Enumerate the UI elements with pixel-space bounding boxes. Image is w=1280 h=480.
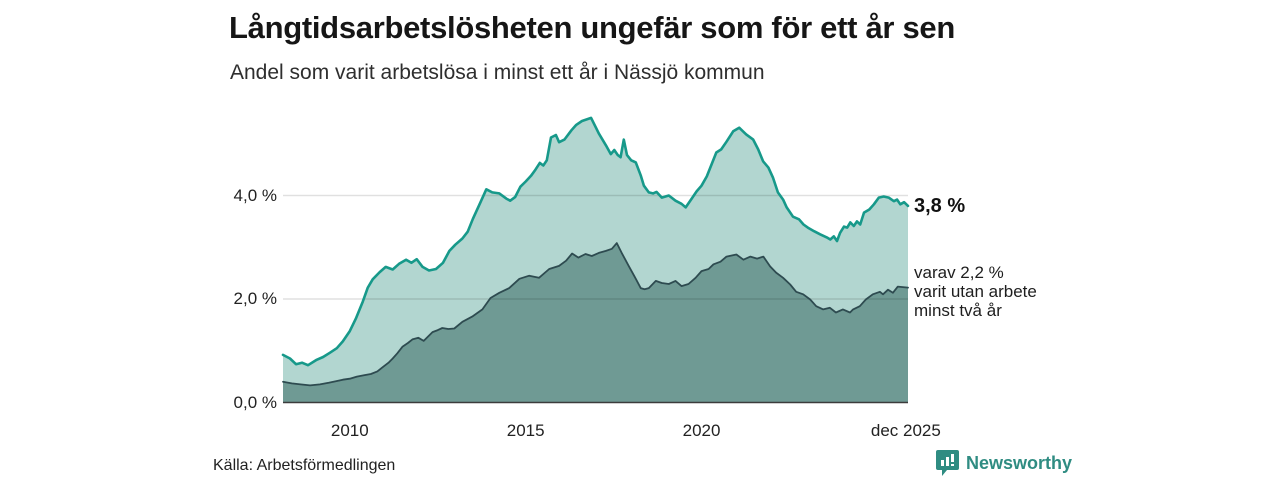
- latest-total-value-label: 3,8 %: [914, 195, 966, 217]
- y-tick-label-2: 2,0 %: [233, 289, 277, 308]
- dark-line: [282, 242, 909, 387]
- total-line: [281, 116, 910, 367]
- latest-dark-series-label: varav 2,2 % varit utan arbete minst två …: [914, 263, 1037, 320]
- latest-dark-line-2: varit utan arbete: [914, 282, 1037, 301]
- dark-area: [283, 243, 908, 403]
- y-tick-label-4: 4,0 %: [233, 185, 277, 205]
- x-tick-label-2015: 2015: [506, 421, 545, 440]
- chart-subtitle: Andel som varit arbetslösa i minst ett å…: [230, 61, 765, 84]
- x-tick-label-2020: 2020: [682, 421, 721, 440]
- y-tick-label-0: 0,0 %: [233, 392, 277, 412]
- newsworthy-logo-icon: [936, 450, 959, 476]
- x-tick-label-2010: 2010: [330, 421, 369, 440]
- brand-name: Newsworthy: [966, 453, 1073, 473]
- latest-dark-line-3: minst två år: [914, 301, 1002, 320]
- page-title: Långtidsarbetslösheten ungefär som för e…: [229, 10, 956, 45]
- latest-dark-line-1: varav 2,2 %: [914, 263, 1004, 282]
- x-tick-label-dec-2025: dec 2025: [870, 421, 941, 440]
- brand-lockup: Newsworthy: [936, 450, 1072, 477]
- source-note: Källa: Arbetsförmedlingen: [213, 457, 396, 474]
